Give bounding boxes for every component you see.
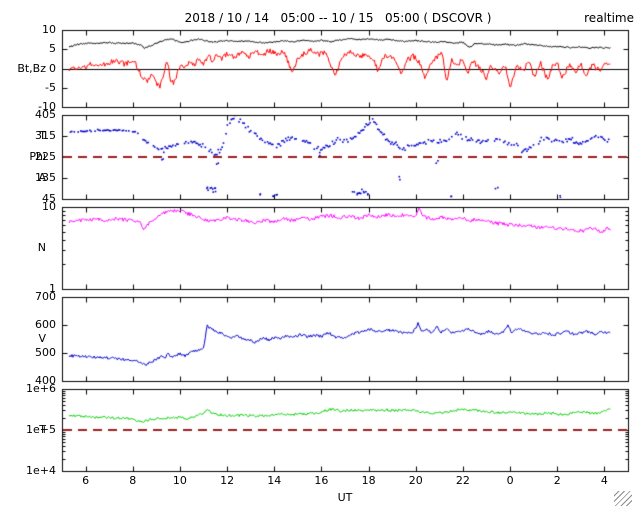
panel-axis-label: T bbox=[39, 423, 46, 436]
x-tick-label: 14 bbox=[267, 474, 282, 487]
y-tick-label: 5 bbox=[49, 42, 56, 56]
y-tick-label: 1e+6 bbox=[26, 382, 56, 395]
x-tick-label: 6 bbox=[82, 474, 90, 487]
y-tick-label: 700 bbox=[35, 290, 56, 303]
x-tick-label: 18 bbox=[361, 474, 376, 487]
y-tick-label: 1e+4 bbox=[26, 464, 56, 477]
realtime-badge: realtime bbox=[584, 11, 634, 25]
y-tick-label: 10 bbox=[42, 200, 56, 213]
x-tick-label: 16 bbox=[314, 474, 329, 487]
y-tick-label: -5 bbox=[45, 80, 56, 94]
y-tick-label: 600 bbox=[35, 318, 56, 331]
panel-axis-label: Phi bbox=[29, 150, 46, 163]
x-tick-label: 2 bbox=[553, 474, 561, 487]
x-tick-label: 22 bbox=[455, 474, 470, 487]
x-tick-label: 10 bbox=[172, 474, 187, 487]
y-tick-label: 500 bbox=[35, 346, 56, 359]
y-tick-label: 315 bbox=[35, 129, 56, 142]
panel-axis-label: V bbox=[38, 332, 46, 345]
x-tick-label: 0 bbox=[506, 474, 514, 487]
x-axis-label: UT bbox=[337, 491, 353, 504]
y-tick-label: 405 bbox=[35, 108, 56, 121]
y-tick-label: 400 bbox=[35, 374, 56, 387]
y-tick-label: 10 bbox=[42, 23, 56, 36]
y-tick-label: -10 bbox=[38, 100, 56, 113]
panel-axis-label: T bbox=[39, 129, 46, 142]
x-tick-label: 8 bbox=[129, 474, 137, 487]
x-tick-label: 4 bbox=[600, 474, 608, 487]
y-tick-label: 135 bbox=[35, 171, 56, 184]
panel-axis-label: Bt,Bz bbox=[17, 61, 46, 75]
x-tick-label: 20 bbox=[408, 474, 423, 487]
panel-axis-label: N bbox=[37, 241, 46, 254]
corner-hatch-icon bbox=[614, 491, 632, 506]
panel-axis-label: A bbox=[38, 171, 46, 184]
y-tick-label: 1e+5 bbox=[26, 423, 56, 436]
page-title: 2018 / 10 / 14 05:00 -- 10 / 15 05:00 ( … bbox=[184, 11, 492, 25]
x-tick-label: 12 bbox=[220, 474, 235, 487]
y-tick-label: 0 bbox=[49, 61, 56, 75]
y-tick-label: 45 bbox=[42, 192, 56, 205]
y-tick-label: 1 bbox=[49, 282, 56, 295]
y-tick-label: 225 bbox=[35, 150, 56, 163]
